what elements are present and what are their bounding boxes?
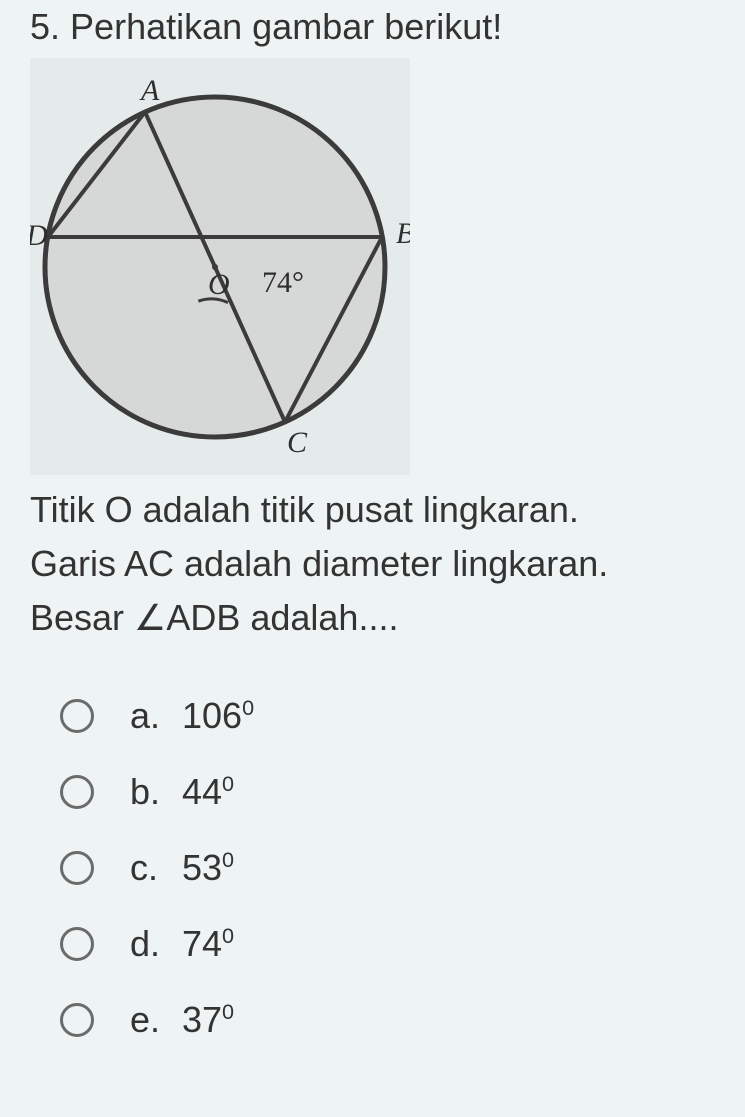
svg-text:O: O bbox=[208, 268, 230, 301]
question-prompt-text: Perhatikan gambar berikut! bbox=[70, 6, 502, 47]
svg-text:A: A bbox=[139, 74, 160, 107]
circle-diagram-svg: A B C D O 74° bbox=[30, 62, 410, 462]
option-value: 370 bbox=[182, 999, 234, 1041]
radio-icon[interactable] bbox=[60, 851, 94, 885]
option-letter: a. bbox=[130, 695, 182, 737]
option-c[interactable]: c. 530 bbox=[60, 847, 715, 889]
radio-icon[interactable] bbox=[60, 1003, 94, 1037]
question-number: 5. bbox=[30, 6, 60, 47]
svg-text:74°: 74° bbox=[262, 266, 304, 299]
svg-text:C: C bbox=[287, 426, 308, 459]
option-d[interactable]: d. 740 bbox=[60, 923, 715, 965]
option-value: 1060 bbox=[182, 695, 254, 737]
radio-icon[interactable] bbox=[60, 775, 94, 809]
options-list: a. 1060 b. 440 c. 530 d. 740 e. 370 bbox=[30, 695, 715, 1041]
radio-icon[interactable] bbox=[60, 699, 94, 733]
option-b[interactable]: b. 440 bbox=[60, 771, 715, 813]
option-e[interactable]: e. 370 bbox=[60, 999, 715, 1041]
question-body-line-3: Besar ∠ADB adalah.... bbox=[30, 591, 715, 645]
svg-text:B: B bbox=[396, 217, 410, 250]
option-letter: c. bbox=[130, 847, 182, 889]
option-value: 530 bbox=[182, 847, 234, 889]
question-body-line-1: Titik O adalah titik pusat lingkaran. bbox=[30, 483, 715, 537]
option-value: 740 bbox=[182, 923, 234, 965]
option-letter: d. bbox=[130, 923, 182, 965]
option-letter: b. bbox=[130, 771, 182, 813]
option-value: 440 bbox=[182, 771, 234, 813]
radio-icon[interactable] bbox=[60, 927, 94, 961]
question-body-line-2: Garis AC adalah diameter lingkaran. bbox=[30, 537, 715, 591]
option-a[interactable]: a. 1060 bbox=[60, 695, 715, 737]
geometry-figure: A B C D O 74° bbox=[30, 58, 410, 475]
question-prompt: 5. Perhatikan gambar berikut! bbox=[30, 0, 715, 54]
svg-text:D: D bbox=[30, 219, 48, 252]
option-letter: e. bbox=[130, 999, 182, 1041]
